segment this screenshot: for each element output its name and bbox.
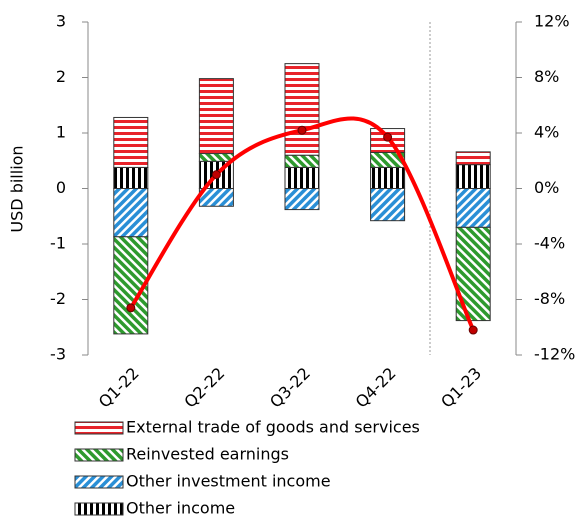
x-tick-label: Q1-22 bbox=[95, 364, 143, 412]
legend-swatch bbox=[74, 421, 124, 435]
bar-segment bbox=[455, 164, 491, 189]
y-axis-label: USD billion bbox=[8, 145, 27, 232]
x-tick-label: Q2-22 bbox=[180, 364, 228, 412]
line-marker bbox=[297, 125, 307, 135]
y-tick-label: -1 bbox=[50, 234, 66, 253]
y2-tick-label: 8% bbox=[534, 67, 559, 86]
bar-segment bbox=[284, 63, 320, 156]
bar-segment bbox=[370, 166, 406, 190]
y-tick-label: 0 bbox=[56, 178, 66, 197]
bar-segment bbox=[455, 226, 491, 322]
line-marker bbox=[468, 325, 478, 335]
line-marker bbox=[211, 170, 221, 180]
bar-segment bbox=[113, 188, 149, 238]
legend-label: Other income bbox=[126, 499, 235, 518]
x-tick-label: Q3-22 bbox=[266, 364, 314, 412]
x-tick-label: Q1-23 bbox=[437, 364, 485, 412]
bar-segment bbox=[370, 188, 406, 222]
legend-swatch bbox=[74, 448, 124, 462]
legend-label: External trade of goods and services bbox=[126, 418, 420, 437]
y2-tick-label: -4% bbox=[534, 234, 565, 253]
y-tick-label: -3 bbox=[50, 345, 66, 364]
bar-segment bbox=[284, 154, 320, 168]
y2-tick-label: 4% bbox=[534, 123, 559, 142]
bar-segment bbox=[284, 166, 320, 190]
bar-segment bbox=[113, 166, 149, 190]
bar-segment bbox=[455, 188, 491, 228]
y-tick-label: -2 bbox=[50, 289, 66, 308]
bar-segment bbox=[284, 188, 320, 211]
bar-segment bbox=[455, 151, 491, 166]
x-tick-label: Q4-22 bbox=[352, 364, 400, 412]
y2-tick-label: -8% bbox=[534, 289, 565, 308]
legend-label: Other investment income bbox=[126, 472, 331, 491]
bar-segment bbox=[198, 153, 234, 162]
legend-swatch bbox=[74, 475, 124, 489]
legend-label: Reinvested earnings bbox=[126, 445, 289, 464]
y-tick-label: 1 bbox=[56, 123, 66, 142]
bar-segment bbox=[198, 78, 234, 155]
y2-tick-label: 12% bbox=[534, 12, 570, 31]
y2-tick-label: 0% bbox=[534, 178, 559, 197]
y2-tick-label: -12% bbox=[534, 345, 575, 364]
bar-segment bbox=[113, 116, 149, 168]
legend-swatch bbox=[74, 502, 124, 516]
y-tick-label: 3 bbox=[56, 12, 66, 31]
line-marker bbox=[126, 303, 136, 313]
line-marker bbox=[383, 132, 393, 142]
y-tick-label: 2 bbox=[56, 67, 66, 86]
